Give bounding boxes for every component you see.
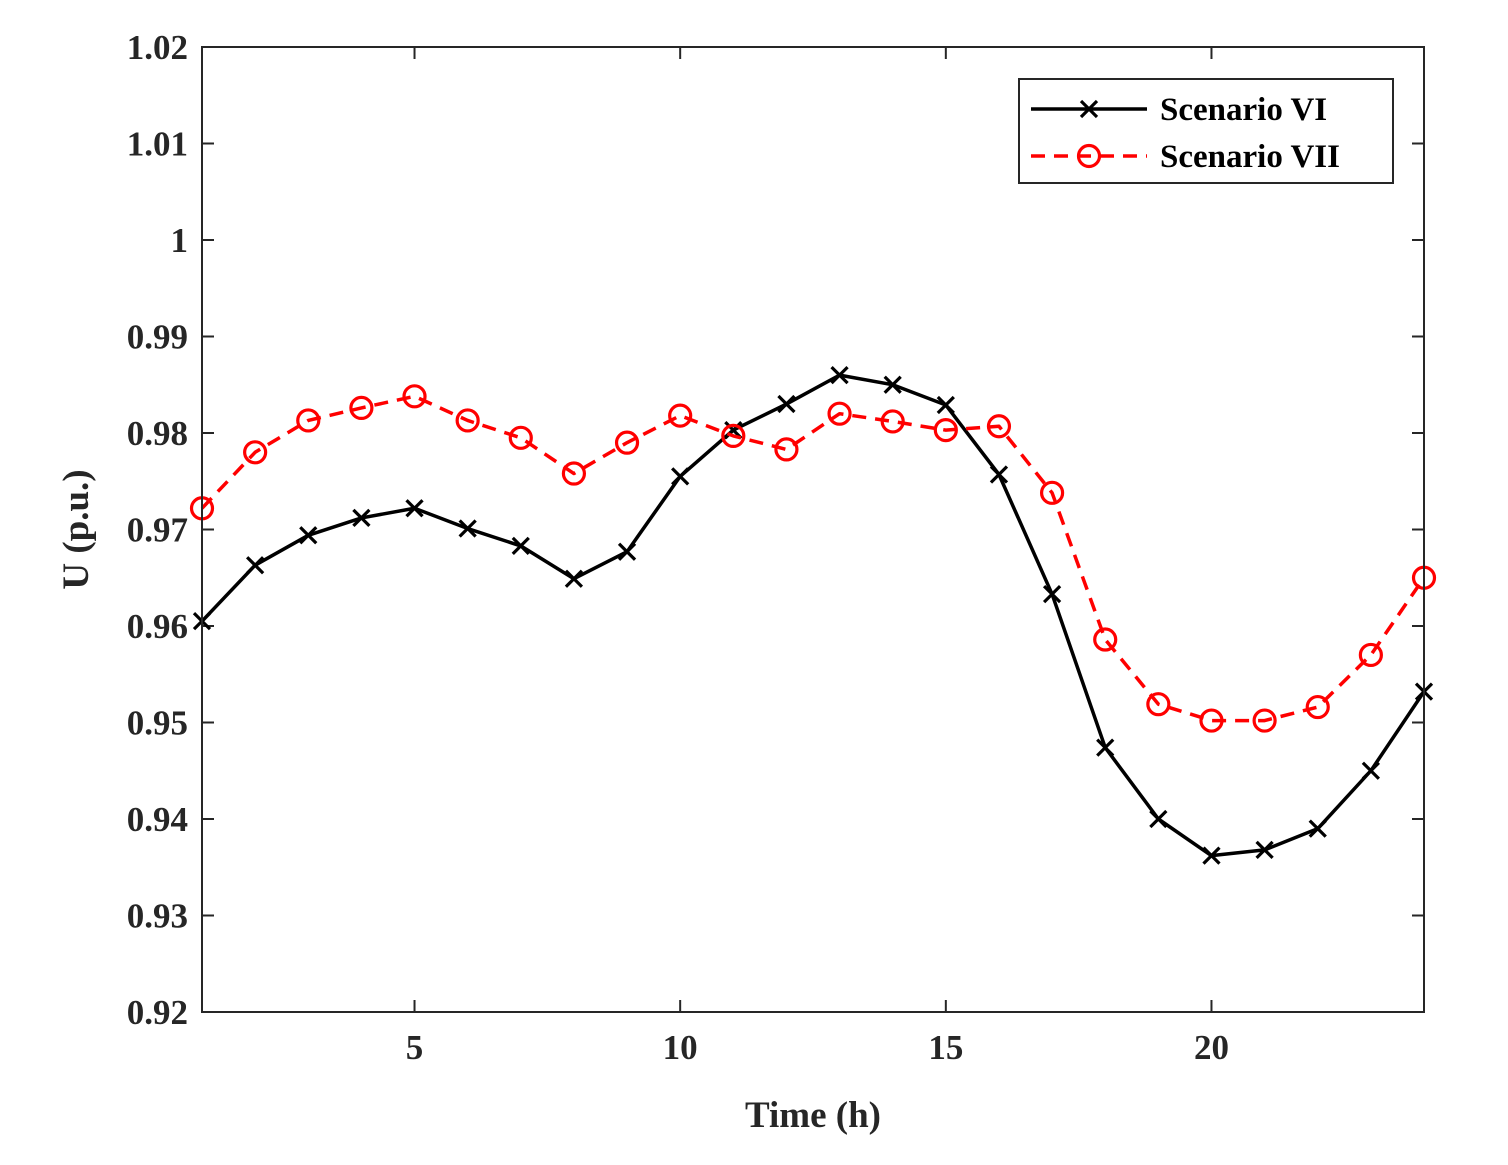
x-marker-stroke [1202,846,1221,865]
data-point [830,365,849,385]
x-marker-stroke [777,394,796,414]
x-tick-label: 10 [663,1028,698,1067]
x-marker-stroke [617,542,637,561]
x-marker-stroke [352,508,371,528]
plot-area [202,47,1424,1012]
series-line [200,373,1426,858]
data-point [243,440,268,465]
data-point [1146,692,1171,717]
data-point [936,395,955,415]
data-point [668,403,693,428]
data-point [1199,708,1224,733]
x-marker-stroke [1079,99,1099,119]
x-marker-stroke [1255,840,1274,860]
x-marker-stroke [245,556,265,575]
data-point [1039,480,1065,505]
x-marker-stroke [299,526,318,545]
y-tick-label: 0.99 [127,318,188,357]
data-point [455,408,480,433]
x-marker-stroke [405,499,424,518]
legend-item: Scenario VI [1031,92,1327,128]
x-axis-title: Time (h) [745,1095,881,1136]
plot-background [202,47,1424,1012]
x-marker-stroke [1096,738,1115,757]
axis-ticks: 5 10 15 20 0.92 0.93 0.94 0.95 0.96 0.97 0.98 0.99 1… [127,28,1424,1067]
x-marker-stroke [1042,585,1062,604]
data-point [296,408,321,433]
data-point [299,526,318,545]
data-point [1255,840,1274,860]
data-point [245,556,265,575]
data-point [1149,809,1168,829]
data-point [352,508,371,528]
axes-box [201,46,1425,1013]
legend-label: Scenario VII [1160,139,1340,175]
x-marker-stroke [1149,809,1168,829]
x-marker-stroke [989,465,1009,484]
legend-label: Scenario VI [1160,92,1327,128]
x-marker-stroke [458,519,477,538]
legend-box [1018,78,1394,184]
legend: Scenario VI Scenario VII [1018,78,1394,184]
y-tick-label: 1 [171,221,189,260]
x-tick-label: 20 [1194,1028,1229,1067]
data-point [1361,761,1381,780]
x-marker-stroke [936,395,955,415]
data-point [402,384,427,409]
y-tick-label: 0.94 [127,800,188,839]
data-point [1042,585,1062,604]
x-marker-stroke [671,467,690,486]
x-marker-stroke [564,569,584,588]
data-point [405,499,424,518]
data-point [1202,846,1221,865]
data-point [671,467,690,486]
data-point [349,395,374,421]
y-tick-label: 0.95 [127,704,188,743]
y-tick-label: 0.97 [127,511,188,550]
data-point [508,425,533,450]
data-point [883,375,902,394]
data-point [1305,694,1330,720]
data-point [1252,708,1277,733]
data-point [561,461,587,486]
y-tick-label: 0.98 [127,414,188,453]
legend-marker [1076,143,1102,169]
y-tick-label: 0.96 [127,607,188,646]
data-point [511,536,530,556]
data-point [986,414,1012,439]
data-point [614,430,640,455]
x-marker-stroke [1308,819,1327,838]
data-point [617,542,637,561]
x-marker-stroke [511,536,530,556]
data-point [564,569,584,588]
x-marker-stroke [830,365,849,385]
data-point [1358,642,1383,668]
y-tick-label: 0.92 [127,993,188,1032]
data-point [1308,819,1327,838]
y-axis-title: U (p.u.) [56,469,97,589]
legend-marker [1079,99,1099,119]
data-point [1096,738,1115,757]
data-point [721,423,746,448]
data-point [827,401,852,426]
data-point [777,394,796,414]
data-point [933,418,958,443]
y-tick-label: 1.02 [127,28,188,67]
data-point [880,409,905,434]
series-2 [189,384,1437,733]
x-marker-stroke [883,375,902,394]
data-point [1093,627,1118,652]
series-1 [192,365,1434,865]
y-tick-label: 1.01 [127,125,188,164]
series-layer [189,365,1437,865]
data-point [989,465,1009,484]
x-marker-stroke [1361,761,1381,780]
data-point [774,437,799,462]
y-tick-label: 0.93 [127,897,188,936]
x-tick-label: 15 [928,1028,963,1067]
x-tick-label: 5 [406,1028,424,1067]
legend-item: Scenario VII [1031,139,1340,175]
data-point [458,519,477,538]
